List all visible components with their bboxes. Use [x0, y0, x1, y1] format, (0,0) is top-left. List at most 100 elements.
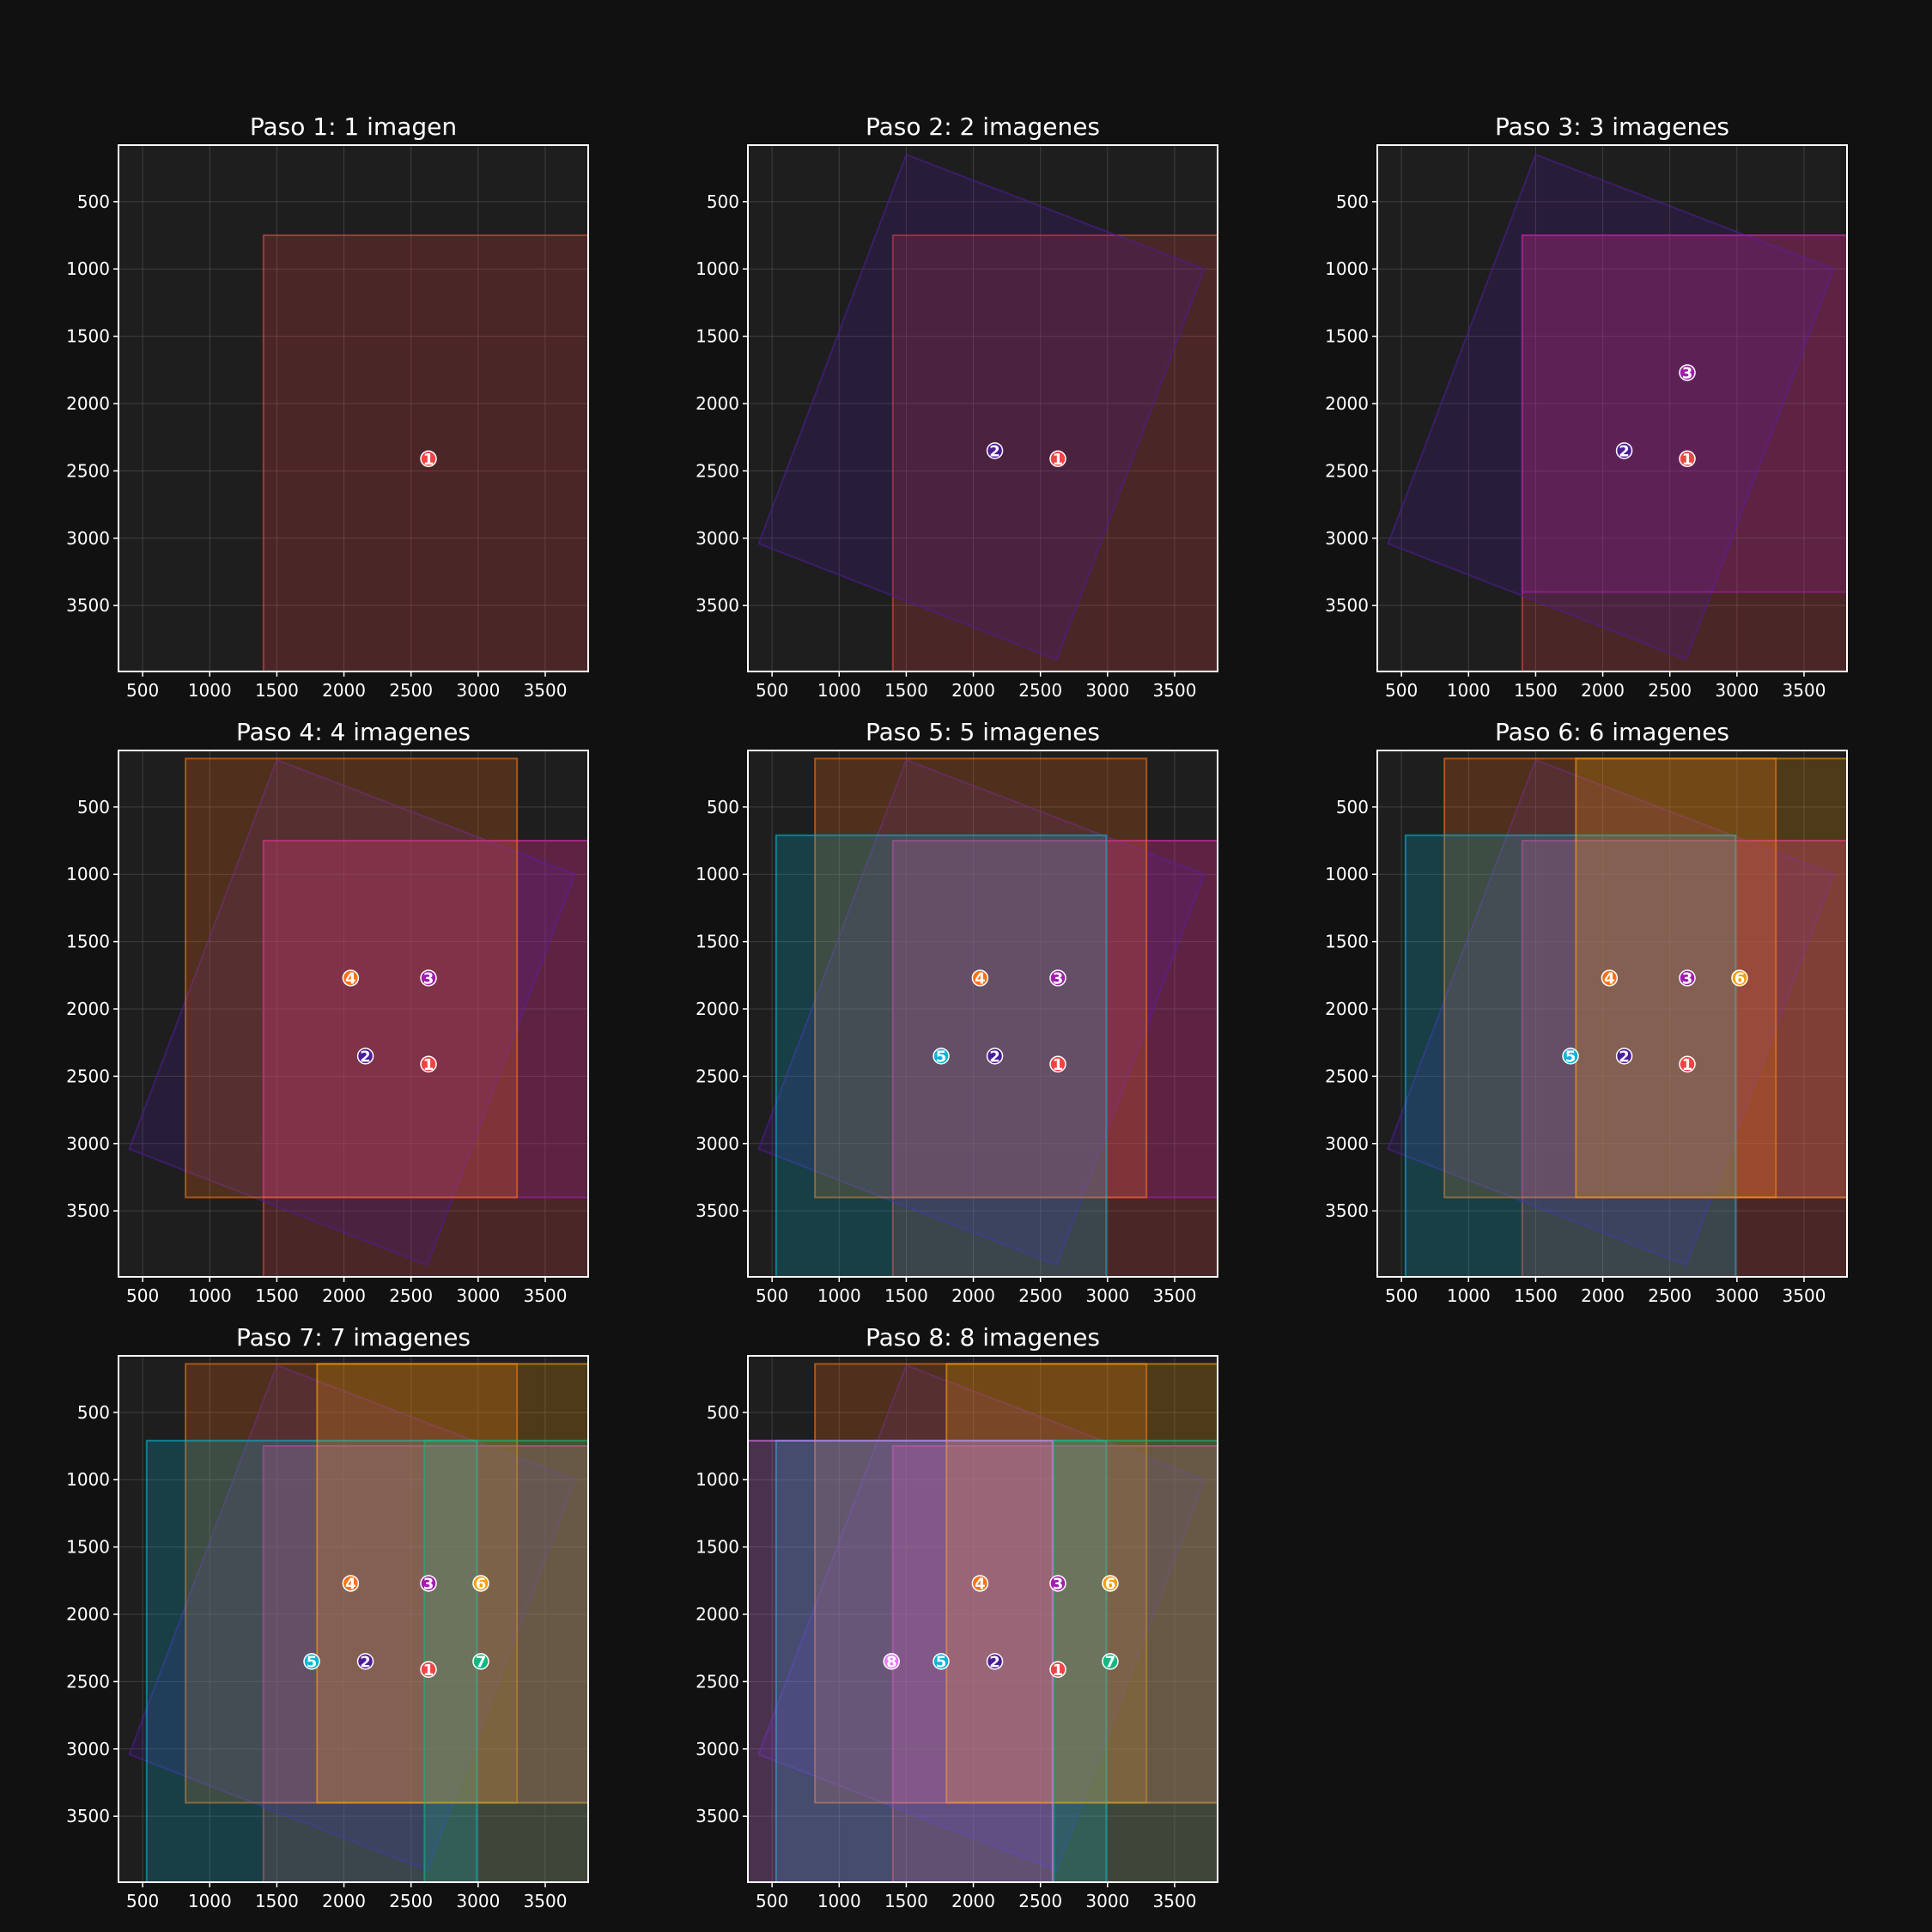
footprint-layer [128, 757, 588, 1277]
x-tick-label: 3500 [524, 1891, 568, 1911]
image-center-3 [420, 1575, 437, 1592]
y-tick-label: 2000 [696, 1604, 739, 1625]
image-center-label: 1 [423, 1056, 434, 1074]
x-tick-label: 1000 [1447, 680, 1491, 701]
image-center-label: 3 [423, 969, 434, 987]
x-tick-label: 2000 [1581, 680, 1625, 701]
image-center-2 [1615, 1048, 1633, 1065]
x-tick-label: 1500 [1514, 1285, 1558, 1306]
x-tick-label: 2500 [1018, 1891, 1062, 1911]
image-center-label: 6 [1105, 1575, 1116, 1593]
plot-area [118, 1356, 588, 1882]
y-tick-label: 3000 [66, 1739, 110, 1759]
x-tick-label: 2500 [389, 680, 433, 701]
x-tick-label: 500 [756, 1285, 788, 1306]
x-tick-label: 1500 [1514, 680, 1558, 701]
image-center-label: 4 [345, 969, 356, 987]
image-footprint-3 [1521, 840, 1847, 1199]
y-tick-label: 1500 [1325, 932, 1369, 952]
y-tick-label: 1000 [696, 1469, 739, 1490]
x-tick-label: 3500 [1783, 1285, 1826, 1306]
x-tick-label: 2500 [1648, 1285, 1692, 1306]
x-tick-label: 1500 [884, 1285, 928, 1306]
y-tick-label: 2500 [66, 1066, 110, 1086]
image-center-label: 3 [423, 1575, 434, 1593]
plot-area [748, 1356, 1218, 1882]
y-tick-label: 500 [77, 797, 110, 817]
y-tick-label: 3500 [1325, 1200, 1369, 1221]
image-center-label: 1 [1682, 1056, 1693, 1074]
footprint-layer [1387, 757, 1847, 1277]
image-center-1 [420, 1055, 437, 1073]
image-center-label: 2 [360, 1653, 371, 1671]
image-center-4 [971, 1575, 989, 1592]
plot-area [1377, 750, 1847, 1277]
plot-area [1377, 145, 1847, 671]
x-tick-label: 500 [1385, 1285, 1418, 1306]
panel-6: Paso 6: 6 imagenes 1 2 3 4 5 6 500 1000 1500 2000 2… [1325, 718, 1848, 1306]
x-tick-label: 1500 [884, 680, 928, 701]
x-tick-label: 1000 [188, 1285, 232, 1306]
x-tick-label: 2500 [1648, 680, 1692, 701]
image-center-label: 4 [1604, 969, 1615, 987]
plot-area [748, 750, 1218, 1277]
y-tick-label: 2000 [696, 393, 739, 414]
image-center-5 [303, 1653, 320, 1670]
x-tick-label: 500 [1385, 680, 1418, 701]
x-tick-label: 3500 [524, 680, 568, 701]
y-tick-label: 2000 [1325, 393, 1369, 414]
panel-title: Paso 8: 8 imagenes [866, 1323, 1100, 1352]
y-tick-label: 3500 [66, 1200, 110, 1221]
y-tick-label: 2500 [696, 1066, 739, 1086]
y-tick-label: 2500 [696, 1671, 739, 1692]
y-tick-label: 1000 [696, 258, 739, 279]
image-center-2 [986, 1653, 1004, 1670]
image-center-label: 1 [423, 1662, 434, 1680]
y-tick-label: 1500 [696, 932, 739, 952]
image-center-4 [342, 1575, 360, 1592]
y-tick-label: 3500 [696, 1806, 739, 1826]
image-footprint-3 [1521, 234, 1847, 593]
x-tick-label: 500 [126, 1891, 159, 1911]
image-center-label: 1 [1053, 1056, 1064, 1074]
x-tick-label: 1000 [817, 1285, 861, 1306]
image-center-label: 1 [1053, 451, 1064, 469]
x-tick-label: 1000 [188, 1891, 232, 1911]
y-tick-label: 2000 [696, 999, 739, 1019]
y-tick-label: 3000 [66, 528, 110, 549]
panel-title: Paso 1: 1 imagen [250, 112, 457, 141]
y-tick-label: 3000 [696, 1739, 739, 1759]
y-tick-label: 3000 [1325, 528, 1369, 549]
x-tick-label: 3000 [1085, 680, 1129, 701]
x-tick-label: 2000 [951, 1891, 995, 1911]
image-footprint-3 [262, 1445, 588, 1804]
y-tick-label: 2500 [66, 1671, 110, 1692]
x-tick-label: 1500 [884, 1891, 928, 1911]
x-tick-label: 500 [126, 680, 159, 701]
image-center-label: 2 [989, 1653, 1000, 1671]
panel-title: Paso 5: 5 imagenes [866, 718, 1100, 746]
y-tick-label: 3000 [66, 1133, 110, 1154]
panel-5: Paso 5: 5 imagenes 1 2 3 4 5 500 1000 1500 2000 25… [696, 718, 1218, 1306]
image-footprint-7 [423, 1439, 588, 1882]
plot-frame [747, 1355, 1218, 1883]
image-center-1 [420, 450, 437, 468]
x-tick-label: 3000 [1715, 680, 1759, 701]
image-center-3 [420, 969, 437, 987]
y-tick-label: 3000 [696, 528, 739, 549]
image-center-2 [356, 1048, 374, 1065]
image-center-label: 4 [975, 1575, 986, 1593]
y-tick-label: 1500 [696, 326, 739, 347]
image-center-label: 4 [975, 969, 986, 987]
x-tick-label: 1000 [817, 680, 861, 701]
panel-title: Paso 6: 6 imagenes [1495, 718, 1729, 746]
image-footprint-3 [262, 840, 588, 1199]
image-center-label: 6 [476, 1575, 487, 1593]
y-tick-label: 2500 [66, 460, 110, 481]
image-center-label: 7 [1105, 1653, 1116, 1671]
image-center-label: 3 [1053, 969, 1064, 987]
image-footprint-2 [1387, 153, 1835, 661]
panel-4: Paso 4: 4 imagenes 1 2 3 4 500 1000 1500 2000 250… [66, 718, 589, 1306]
image-center-label: 2 [1619, 442, 1630, 460]
